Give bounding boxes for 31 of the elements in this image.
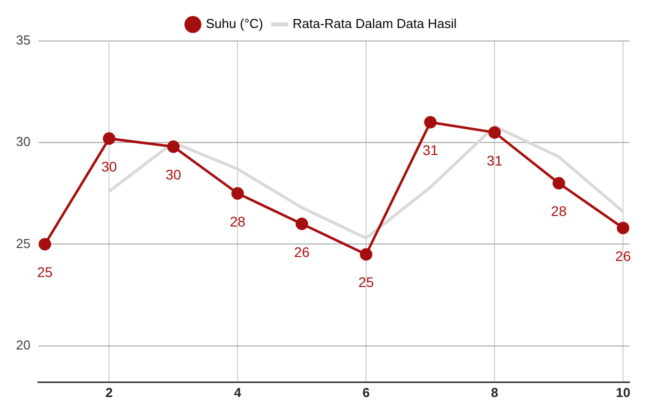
point [552, 177, 566, 190]
x-tick-label: 4 [234, 384, 242, 400]
legend-label: Suhu (°C) [206, 16, 264, 32]
legend-label: Rata-Rata Dalam Data Hasil [292, 16, 457, 32]
x-tick-label: 2 [106, 384, 113, 400]
y-tick-label: 30 [16, 134, 30, 150]
data-label: 28 [551, 203, 567, 220]
y-tick-label: 35 [16, 32, 30, 48]
data-label: 28 [230, 213, 246, 230]
data-label: 25 [37, 264, 53, 280]
x-tick-label: 8 [490, 384, 498, 400]
point [231, 187, 244, 200]
y-tick-label: 25 [16, 236, 30, 251]
x-tick-label: 6 [362, 384, 370, 400]
point [167, 140, 180, 153]
y-tick-label: 20 [16, 337, 30, 352]
data-label: 30 [101, 158, 118, 174]
point [38, 238, 52, 250]
data-label: 25 [358, 274, 374, 290]
data-label: 26 [615, 248, 632, 264]
point [296, 218, 308, 230]
data-label: 30 [166, 166, 182, 183]
point [424, 116, 437, 129]
point [360, 248, 372, 261]
point [102, 132, 116, 145]
x-tick-label: 10 [616, 384, 630, 400]
data-label: 31 [486, 152, 503, 168]
point [616, 222, 630, 234]
point [488, 126, 501, 139]
data-label: 26 [294, 244, 310, 260]
data-label: 31 [422, 142, 438, 158]
